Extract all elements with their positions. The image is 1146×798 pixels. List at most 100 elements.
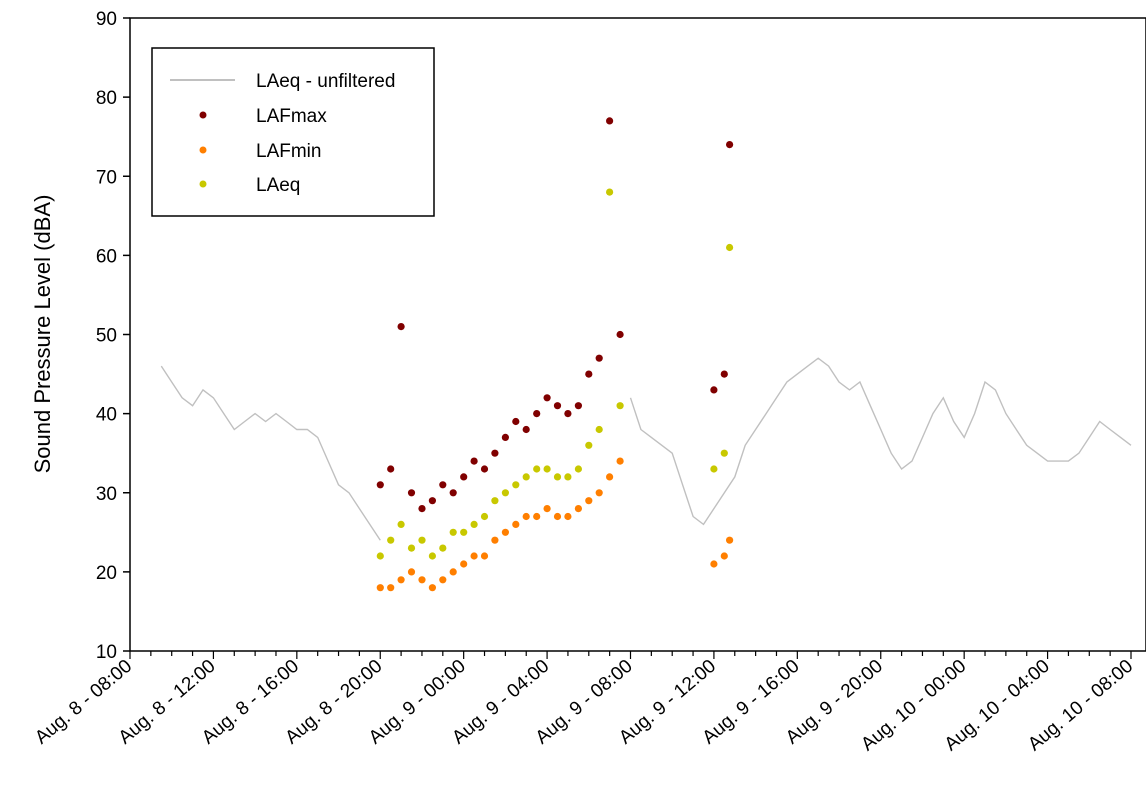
point-lafmax (480, 465, 489, 473)
point-laeq (439, 544, 447, 552)
point-lafmax (574, 402, 583, 410)
point-laeq (449, 528, 457, 536)
point-lafmin (387, 584, 395, 592)
y-tick-label: 80 (96, 88, 117, 109)
point-lafmax (449, 489, 457, 497)
legend-swatch-laeq (199, 180, 207, 188)
point-lafmax (491, 449, 499, 457)
point-lafmax (543, 394, 551, 402)
point-laeq (428, 552, 436, 560)
point-laeq (491, 497, 499, 505)
point-laeq (387, 536, 395, 544)
point-lafmin (491, 536, 499, 544)
y-tick-label: 60 (96, 246, 117, 267)
legend-swatch-lafmax (199, 111, 207, 119)
series-line-laeq-unfiltered (160, 357, 1132, 541)
point-lafmin (616, 457, 624, 465)
point-laeq (585, 441, 593, 449)
point-laeq (533, 465, 541, 473)
point-lafmax (710, 386, 718, 394)
point-lafmax (522, 425, 530, 434)
point-lafmax (470, 457, 478, 465)
point-lafmax (585, 370, 593, 378)
point-laeq (397, 520, 405, 529)
point-lafmin (564, 512, 572, 521)
point-lafmax (726, 141, 734, 149)
point-lafmin (512, 520, 520, 529)
point-laeq (543, 465, 551, 473)
point-lafmax (376, 481, 384, 489)
point-laeq (574, 465, 583, 473)
point-lafmin (726, 536, 734, 544)
point-lafmax (616, 330, 624, 339)
legend-box (151, 47, 435, 217)
point-lafmin (460, 560, 468, 568)
point-lafmax (397, 323, 405, 331)
point-lafmax (428, 497, 436, 505)
series-layer (160, 117, 1132, 592)
point-laeq (480, 512, 489, 521)
point-lafmax (439, 481, 447, 489)
point-laeq (407, 544, 416, 552)
legend-swatch-lafmin (199, 146, 207, 154)
point-laeq (553, 473, 562, 481)
point-lafmin (418, 576, 426, 584)
point-lafmin (428, 584, 436, 592)
point-lafmin (710, 560, 718, 568)
point-lafmin (449, 568, 457, 576)
point-lafmax (418, 505, 426, 513)
y-axis-title: Sound Pressure Level (dBA) (30, 195, 55, 474)
y-tick-label: 70 (96, 167, 117, 188)
point-lafmax (460, 473, 468, 481)
point-lafmin (376, 584, 384, 592)
legend: LAeq - unfiltered LAFmax LAFmin LAeq (151, 47, 435, 217)
point-lafmin (595, 489, 603, 497)
point-laeq (720, 449, 728, 457)
point-lafmin (720, 552, 728, 560)
legend-label-lafmin: LAFmin (256, 141, 321, 162)
point-lafmax (595, 354, 603, 362)
point-lafmax (387, 465, 395, 473)
legend-label-laeq-unfiltered: LAeq - unfiltered (256, 71, 395, 92)
point-lafmax (533, 410, 541, 418)
point-lafmin (439, 576, 447, 584)
legend-label-lafmax: LAFmax (256, 106, 327, 127)
point-lafmin (533, 512, 541, 521)
point-laeq (595, 425, 603, 434)
point-lafmin (397, 576, 405, 584)
point-laeq (470, 520, 478, 529)
point-laeq (460, 528, 468, 536)
point-lafmin (553, 512, 562, 521)
point-lafmin (574, 505, 583, 513)
point-laeq (710, 465, 718, 473)
point-lafmin (480, 552, 489, 560)
point-lafmax (564, 410, 572, 418)
point-lafmax (553, 402, 562, 410)
point-lafmin (522, 512, 530, 521)
legend-label-laeq: LAeq (256, 175, 300, 196)
point-lafmax (512, 417, 520, 426)
point-lafmax (606, 117, 614, 125)
y-tick-label: 40 (96, 405, 117, 426)
point-lafmin (470, 552, 478, 560)
point-laeq (726, 243, 734, 252)
point-lafmin (543, 505, 551, 513)
y-tick-label: 20 (96, 563, 117, 584)
y-tick-label: 30 (96, 484, 117, 505)
point-lafmin (407, 568, 416, 576)
y-tick-label: 90 (96, 9, 117, 30)
point-laeq (522, 473, 530, 481)
y-tick-label: 50 (96, 326, 117, 347)
point-laeq (376, 552, 384, 560)
y-tick-label: 10 (96, 642, 117, 663)
point-lafmin (501, 528, 509, 536)
point-laeq (512, 481, 520, 489)
point-lafmin (606, 473, 614, 481)
point-laeq (501, 489, 509, 497)
point-lafmin (585, 497, 593, 505)
point-laeq (606, 188, 614, 196)
point-lafmax (407, 489, 416, 497)
point-laeq (616, 402, 624, 410)
point-laeq (418, 536, 426, 544)
